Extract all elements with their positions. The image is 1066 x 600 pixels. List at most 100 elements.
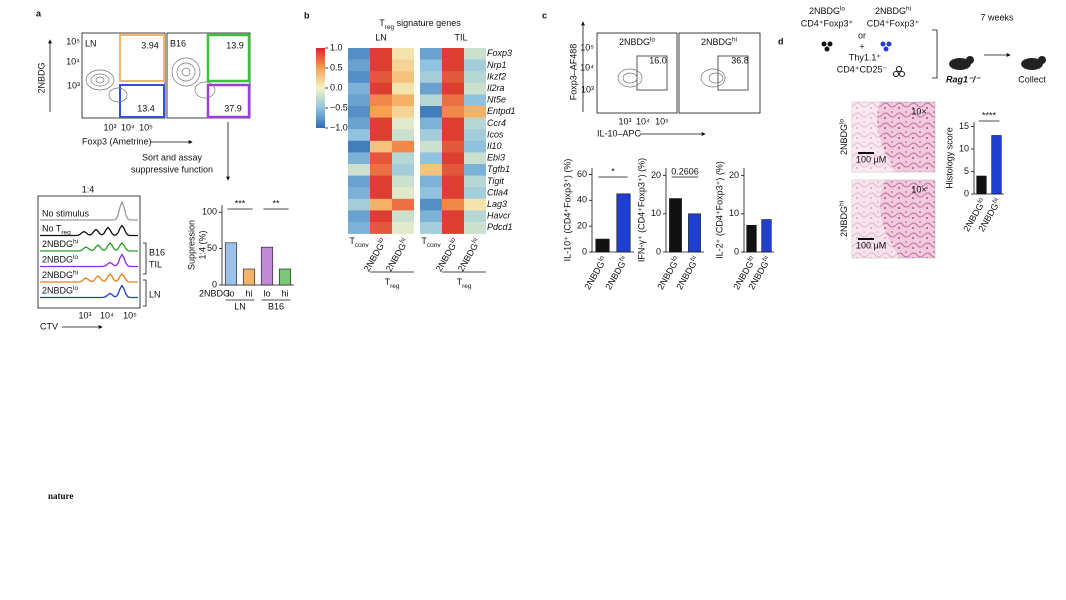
plot-title: B16 (170, 38, 186, 48)
duration-label: 7 weeks (980, 12, 1014, 22)
bar (688, 213, 701, 253)
x-axis-label: Foxp3 (Ametrine) (82, 136, 152, 146)
colorbar-tick-label: −1.0 (330, 122, 348, 132)
label-part: T (385, 277, 391, 287)
heatmap-cell (370, 222, 392, 234)
step-label: Collect (1018, 74, 1046, 84)
heatmap-cell (348, 210, 370, 223)
heatmap-cell (392, 222, 414, 234)
gene-label: Pdcd1 (487, 222, 513, 232)
y-tick-label: 40 (577, 195, 587, 205)
heatmap-cell (442, 129, 464, 142)
label-part: hi (838, 201, 845, 206)
label-part: conv (355, 242, 369, 249)
label-part: hi (618, 255, 627, 263)
label-part: hi (73, 269, 78, 276)
heatmap-cell (464, 175, 486, 188)
significance-label: *** (235, 198, 246, 208)
heatmap-cell (370, 210, 392, 223)
mouse-label: Rag1⁻/⁻ (946, 74, 981, 84)
label-part: 2NBDG (839, 124, 849, 155)
heatmap-cell (348, 117, 370, 130)
heatmap-cell (464, 198, 486, 211)
x-tick-label: 10⁵ (123, 310, 137, 320)
y-tick-label: 10⁵ (580, 42, 594, 52)
x-tick-label: 10⁵ (139, 122, 153, 132)
label-part: hi (732, 36, 737, 43)
heatmap-cell (442, 140, 464, 153)
magnification: 10× (911, 184, 926, 194)
bar (746, 224, 757, 253)
heatmap-cell (420, 82, 442, 95)
bar (669, 198, 682, 253)
gene-label: Lag3 (487, 199, 507, 209)
plot-title: 1:4 (82, 184, 95, 194)
label-part: T (349, 236, 355, 246)
heatmap-cell (442, 117, 464, 130)
y-tick-label: 10⁴ (66, 56, 80, 66)
y-tick-label: 10⁴ (580, 62, 594, 72)
gate-value: 3.94 (141, 40, 159, 50)
gene-label: Nt5e (487, 95, 506, 105)
gene-label: Foxp3 (487, 48, 512, 58)
heatmap-cell (442, 59, 464, 72)
group-label: Treg (457, 277, 472, 289)
heatmap-cell (442, 175, 464, 188)
heatmap-cell (370, 129, 392, 142)
heatmap-cell (348, 59, 370, 72)
heatmap-cell (392, 59, 414, 72)
cell-label: 2NBDGhi (875, 5, 911, 16)
label-part: 2NBDG (42, 239, 73, 249)
label-part: lo (597, 254, 606, 262)
y-tick-label: 20 (577, 221, 587, 231)
heatmap-cell (392, 71, 414, 84)
label-part: 2NBDG (619, 37, 650, 47)
heatmap-cell (348, 71, 370, 84)
row-label: No Treg (42, 224, 71, 236)
x-tick-label: 10⁴ (100, 310, 114, 320)
heatmap-cell (370, 82, 392, 95)
x-axis-label: IL-10–APC (597, 128, 642, 138)
heatmap-cell (464, 59, 486, 72)
heatmap-cell (420, 187, 442, 200)
label-part: reg (462, 283, 472, 290)
group-label: Treg (385, 277, 400, 289)
bar (991, 135, 1002, 195)
bar (224, 242, 238, 286)
label-part: hi (761, 255, 770, 263)
heatmap-cell (392, 94, 414, 107)
row-label: 2NBDGlo (42, 285, 78, 296)
gate-value: 13.4 (137, 103, 155, 113)
label-part: reg (390, 283, 400, 290)
plot-title: LN (85, 38, 97, 48)
label-part: 2NBDG (875, 6, 906, 16)
gene-label: Ccr4 (487, 118, 506, 128)
x-tick-label: 10⁵ (655, 116, 669, 126)
column-label: Tconv (421, 236, 441, 248)
heatmap-cell (442, 82, 464, 95)
magnification: 10× (911, 106, 926, 116)
label-part: lo (976, 196, 985, 204)
gene-label: Tigit (487, 176, 504, 186)
note: Sort and assay (142, 152, 203, 162)
significance-label: * (611, 166, 615, 176)
heatmap-cell (464, 48, 486, 60)
image-label: 2NBDGlo (838, 119, 849, 155)
heatmap-cell (464, 94, 486, 107)
group-label: B16 (268, 301, 284, 311)
x-tick-label: 10⁴ (636, 116, 650, 126)
gene-label: Il2ra (487, 83, 505, 93)
heatmap-cell (464, 210, 486, 223)
heatmap-cell (370, 48, 392, 60)
gene-label: Ebi3 (487, 153, 505, 163)
bar (242, 268, 256, 286)
heatmap-cell (442, 198, 464, 211)
label-part: hi (689, 255, 698, 263)
gene-label: Entpd1 (487, 106, 516, 116)
label-part: 2NBDG (42, 255, 73, 265)
y-tick-label: 10 (959, 143, 969, 153)
heatmap-cell (420, 71, 442, 84)
heatmap-cell (370, 106, 392, 118)
heatmap-cell (392, 140, 414, 153)
